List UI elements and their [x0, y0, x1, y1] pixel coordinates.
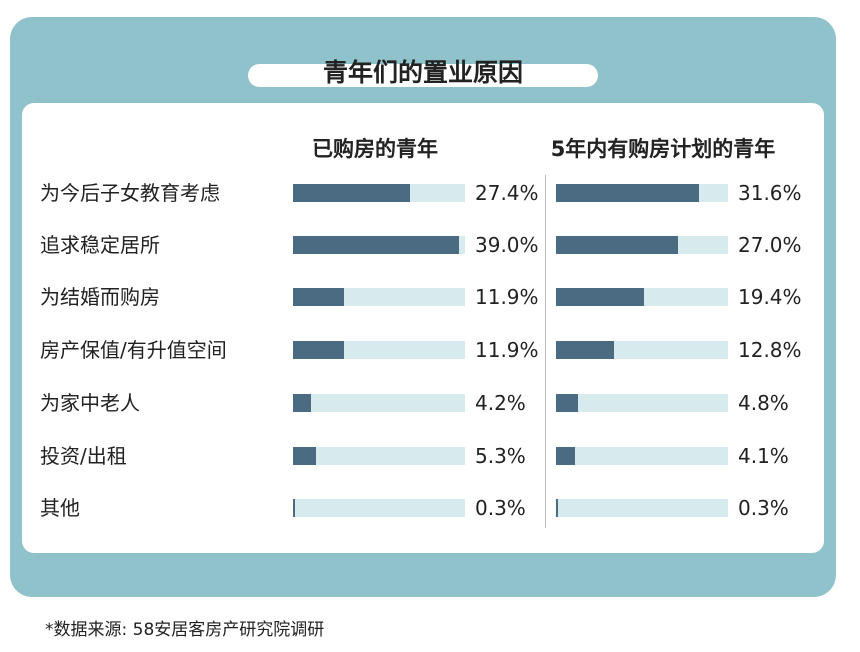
data-label: 4.2% [475, 391, 526, 415]
bar-track [293, 394, 465, 412]
bar [556, 447, 575, 465]
bar [293, 236, 460, 254]
data-label: 4.1% [738, 444, 789, 468]
series-header-purchased: 已购房的青年 [312, 137, 438, 161]
bar [556, 236, 679, 254]
chart-panel [22, 103, 824, 553]
bar [556, 499, 558, 517]
bar [293, 394, 311, 412]
data-label: 39.0% [475, 233, 539, 257]
data-label: 31.6% [738, 181, 802, 205]
bar-track [556, 184, 728, 202]
bar-track [293, 288, 465, 306]
data-label: 27.0% [738, 233, 802, 257]
bar-track [556, 236, 728, 254]
category-label: 投资/出租 [40, 444, 127, 468]
category-label: 其他 [40, 496, 80, 520]
data-label: 19.4% [738, 285, 802, 309]
bar-track [293, 447, 465, 465]
bar-track [556, 447, 728, 465]
bar-track [556, 499, 728, 517]
data-label: 0.3% [738, 496, 789, 520]
divider [545, 175, 546, 528]
data-label: 27.4% [475, 181, 539, 205]
bar [556, 184, 700, 202]
data-label: 5.3% [475, 444, 526, 468]
chart-title: 青年们的置业原因 [322, 58, 523, 87]
bar-track [293, 184, 465, 202]
category-label: 为家中老人 [40, 391, 140, 415]
data-label: 11.9% [475, 338, 539, 362]
category-label: 追求稳定居所 [40, 233, 160, 257]
data-label: 4.8% [738, 391, 789, 415]
bar-track [556, 394, 728, 412]
bar [556, 288, 644, 306]
title-pill [248, 64, 598, 87]
source-note: *数据来源: 58安居客房产研究院调研 [45, 620, 325, 640]
bar-track [293, 236, 465, 254]
bar [556, 341, 614, 359]
category-label: 为结婚而购房 [40, 285, 160, 309]
series-header-planning: 5年内有购房计划的青年 [550, 137, 776, 161]
bar [293, 288, 344, 306]
bar [293, 184, 410, 202]
bar-track [556, 288, 728, 306]
bar [556, 394, 578, 412]
bar [293, 499, 295, 517]
bar-track [293, 499, 465, 517]
category-label: 房产保值/有升值空间 [40, 338, 227, 362]
bar-track [293, 341, 465, 359]
bar [293, 341, 344, 359]
data-label: 11.9% [475, 285, 539, 309]
data-label: 0.3% [475, 496, 526, 520]
bar [293, 447, 316, 465]
category-label: 为今后子女教育考虑 [40, 181, 220, 205]
data-label: 12.8% [738, 338, 802, 362]
bar-track [556, 341, 728, 359]
